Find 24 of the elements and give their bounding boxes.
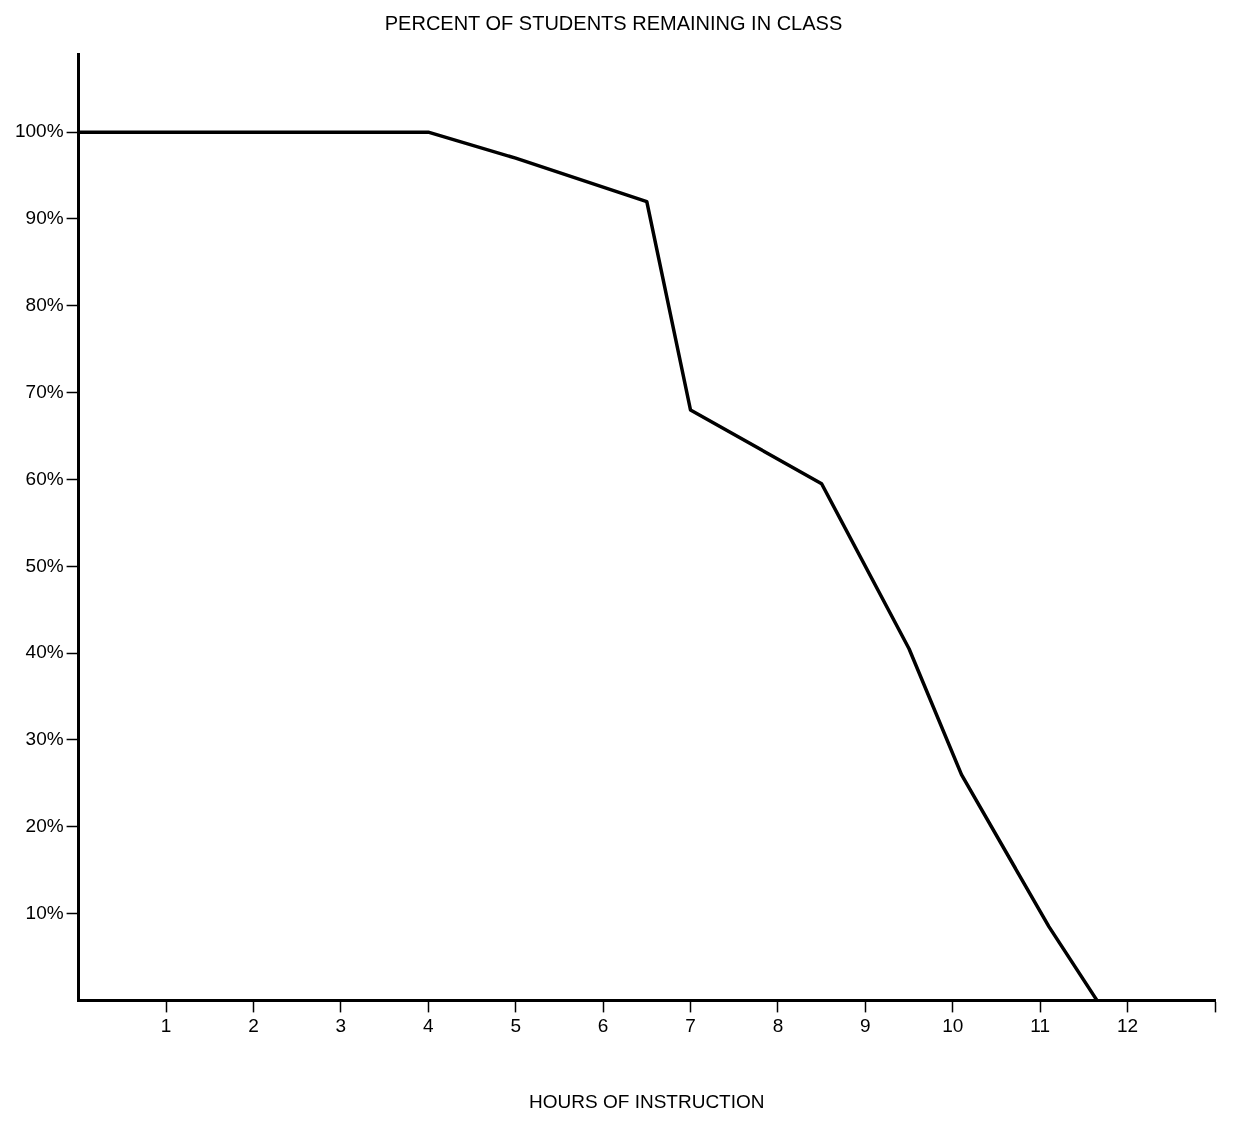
y-tick-label: 10%	[25, 901, 64, 923]
x-tick-label: 3	[335, 1015, 347, 1037]
x-tick-label: 10	[942, 1015, 964, 1037]
x-tick-label: 12	[1117, 1015, 1139, 1037]
y-tick-label: 60%	[25, 467, 64, 489]
y-tick-label: 70%	[25, 380, 64, 402]
y-tick-label: 80%	[25, 294, 64, 316]
x-tick-label: 11	[1030, 1015, 1051, 1037]
x-tick-label: 9	[860, 1015, 871, 1037]
y-tick-label: 30%	[25, 728, 64, 750]
x-tick-label: 8	[772, 1015, 784, 1037]
y-tick-label: 40%	[25, 641, 64, 663]
x-tick-label: 5	[510, 1015, 521, 1037]
y-tick-label: 100%	[14, 120, 64, 142]
y-tick-label: 20%	[25, 814, 64, 836]
x-tick-label: 1	[160, 1015, 172, 1037]
x-tick-label: 4	[422, 1015, 434, 1037]
x-axis-title: HOURS OF INSTRUCTION	[529, 1090, 765, 1112]
x-tick-label: 7	[685, 1015, 696, 1037]
y-tick-label: 50%	[25, 554, 64, 576]
x-tick-label: 2	[248, 1015, 259, 1037]
y-tick-label: 90%	[25, 207, 64, 229]
x-tick-label: 6	[597, 1015, 609, 1037]
chart-title: PERCENT OF STUDENTS REMAINING IN CLASS	[384, 11, 843, 34]
